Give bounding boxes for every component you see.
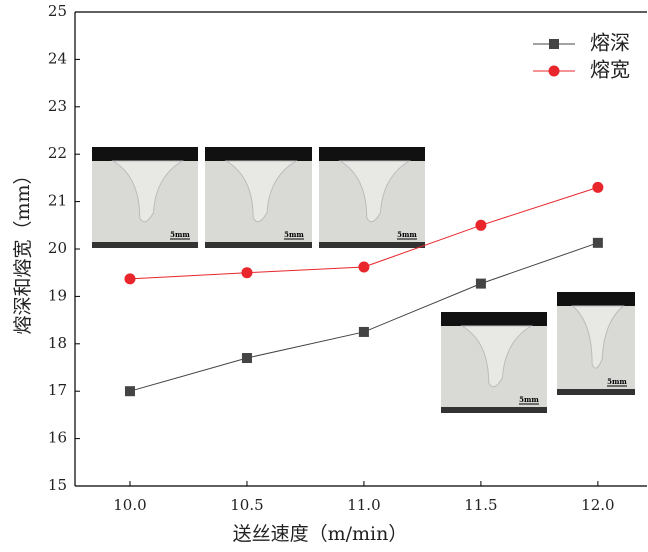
point	[358, 262, 369, 273]
y-tick-label: 21	[48, 192, 67, 210]
micrograph-bottom	[92, 242, 198, 248]
point	[124, 273, 135, 284]
x-tick-label: 11.5	[464, 496, 497, 514]
legend-label: 熔深	[590, 31, 630, 55]
y-tick-label: 20	[48, 239, 67, 257]
scale-label: 5mm	[284, 230, 304, 239]
point	[476, 279, 486, 289]
y-tick-label: 17	[48, 381, 67, 399]
y-tick-label: 15	[48, 476, 67, 494]
point	[359, 327, 369, 337]
x-tick-label: 10.0	[113, 496, 146, 514]
y-tick-label: 23	[48, 97, 67, 115]
x-tick-label: 12.0	[581, 496, 614, 514]
y-tick-label: 25	[48, 2, 67, 20]
scale-label: 5mm	[519, 395, 539, 404]
micrograph-bottom	[557, 389, 635, 395]
micrograph-top	[557, 292, 635, 306]
y-tick-label: 19	[48, 286, 67, 304]
y-tick-label: 22	[48, 144, 67, 162]
micrograph-bottom	[205, 242, 312, 248]
scale-label: 5mm	[397, 230, 417, 239]
point	[241, 267, 252, 278]
micrograph-bottom	[441, 407, 547, 413]
point	[125, 386, 135, 396]
y-tick-label: 18	[48, 334, 67, 352]
scale-label: 5mm	[607, 377, 627, 386]
micrograph-bottom	[319, 242, 425, 248]
chart: 送丝速度（m/min） 熔深和熔宽（mm） 15 16 17 18 19 20 21 22 23…	[0, 0, 648, 552]
micrograph-top	[441, 312, 547, 326]
y-tick-label: 16	[48, 429, 67, 447]
scale-label: 5mm	[170, 230, 190, 239]
y-tick-label: 24	[48, 49, 67, 67]
plot-frame	[75, 12, 647, 486]
y-axis-label: 熔深和熔宽（mm）	[12, 165, 34, 334]
x-axis-label: 送丝速度（m/min）	[233, 523, 408, 545]
point	[242, 353, 252, 363]
x-tick-label: 11.0	[347, 496, 380, 514]
legend-marker	[549, 39, 559, 49]
legend-marker	[549, 66, 560, 77]
point	[592, 182, 603, 193]
x-tick-label: 10.5	[230, 496, 263, 514]
point	[593, 238, 603, 248]
micrograph-top	[205, 147, 312, 161]
micrograph-top	[319, 147, 425, 161]
point	[475, 220, 486, 231]
micrograph-top	[92, 147, 198, 161]
legend-label: 熔宽	[590, 58, 630, 82]
